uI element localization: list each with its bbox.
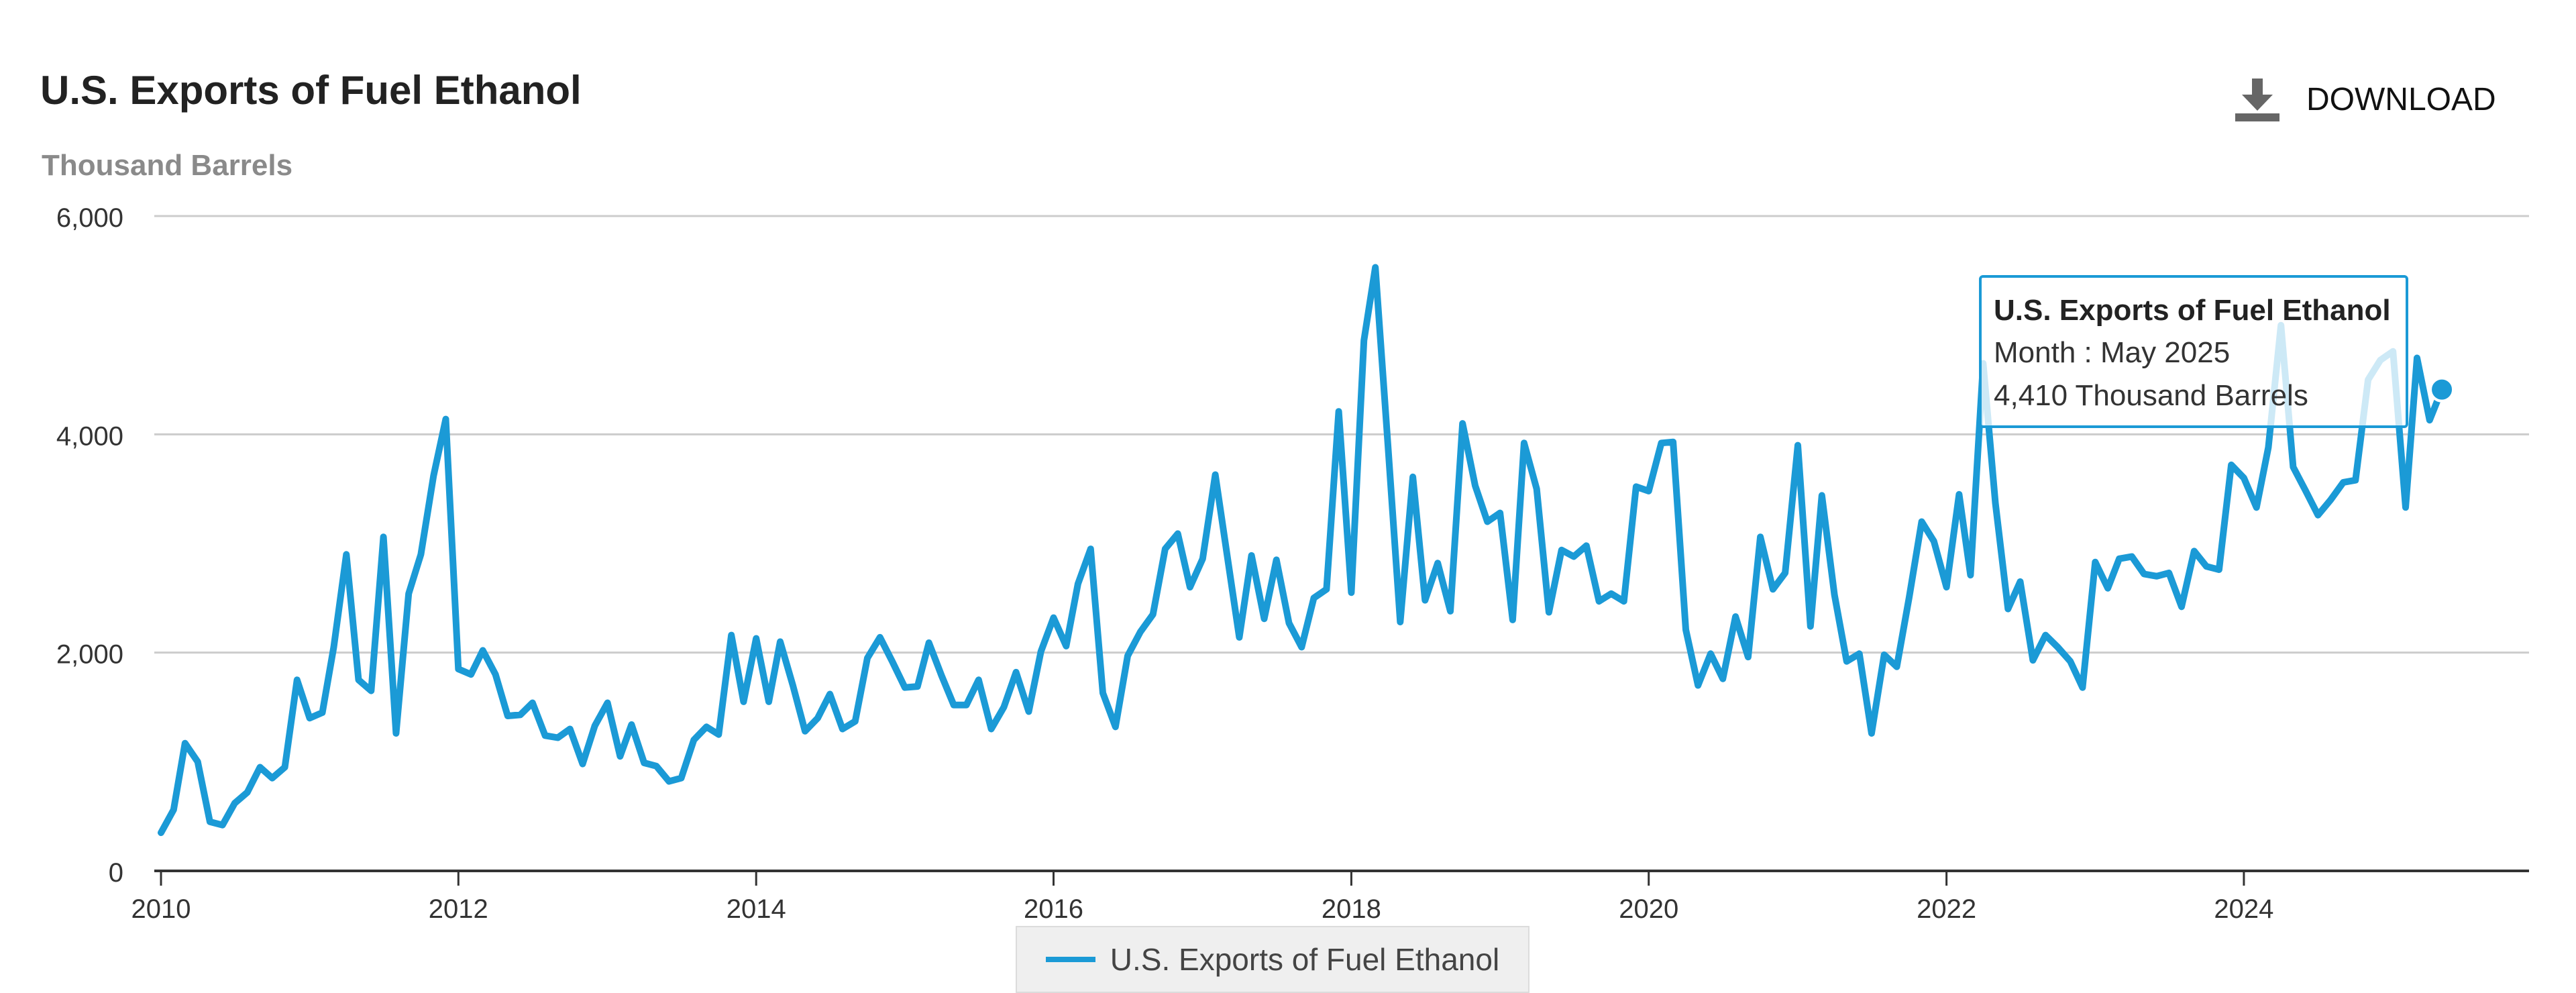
y-tick-label: 2,000 (56, 640, 123, 670)
x-tick-label: 2018 (1322, 894, 1381, 924)
highlight-point[interactable] (2429, 376, 2455, 403)
y-tick-label: 0 (109, 858, 123, 888)
download-icon (2235, 79, 2279, 121)
y-tick-label: 4,000 (56, 421, 123, 451)
x-tick-label: 2012 (429, 894, 488, 924)
x-tick-label: 2010 (131, 894, 191, 924)
download-label: DOWNLOAD (2306, 81, 2496, 117)
x-tick-label: 2014 (727, 894, 786, 924)
x-tick-label: 2016 (1024, 894, 1083, 924)
series-line[interactable] (158, 264, 2445, 837)
series-layer (158, 264, 2455, 837)
tooltip-title: U.S. Exports of Fuel Ethanol (1994, 294, 2391, 327)
x-tick-label: 2020 (1619, 894, 1678, 924)
legend-swatch (1045, 957, 1095, 962)
data-tooltip: U.S. Exports of Fuel Ethanol Month : May… (1979, 275, 2408, 428)
download-button[interactable]: DOWNLOAD (2234, 72, 2496, 126)
legend[interactable]: U.S. Exports of Fuel Ethanol (1016, 926, 1529, 993)
chart-title: U.S. Exports of Fuel Ethanol (40, 68, 582, 113)
x-tick-label: 2022 (1917, 894, 1976, 924)
y-tick-label: 6,000 (56, 203, 123, 233)
x-tick-label: 2024 (2214, 894, 2273, 924)
tooltip-month: Month : May 2025 (1994, 336, 2231, 369)
legend-item-label: U.S. Exports of Fuel Ethanol (1110, 942, 1500, 977)
tooltip-value: 4,410 Thousand Barrels (1994, 379, 2308, 412)
axes: 0 2,000 4,000 6,000 2010 2012 2014 2016 2018 2020… (56, 203, 2529, 924)
unit-label: Thousand Barrels (42, 149, 293, 182)
